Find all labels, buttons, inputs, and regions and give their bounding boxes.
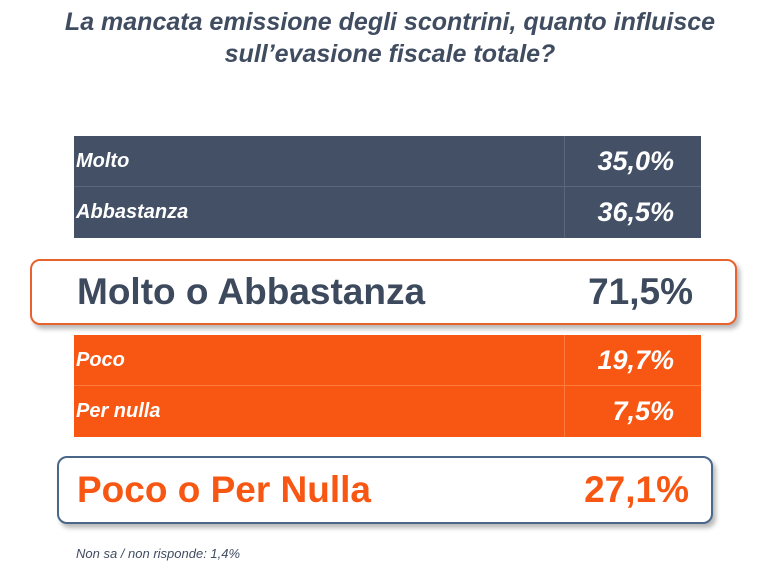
table-row-molto: Molto 35,0% bbox=[74, 136, 701, 187]
row-value: 35,0% bbox=[597, 146, 674, 176]
group-low-table: Poco 19,7% Per nulla 7,5% bbox=[74, 335, 701, 437]
summary-value: 71,5% bbox=[588, 271, 693, 312]
summary-molto-o-abbastanza: Molto o Abbastanza 71,5% bbox=[30, 259, 737, 325]
summary-label: Molto o Abbastanza bbox=[77, 271, 426, 312]
table-row-per-nulla: Per nulla 7,5% bbox=[74, 386, 701, 437]
summary-poco-o-per-nulla: Poco o Per Nulla 27,1% bbox=[57, 456, 713, 524]
row-label: Molto bbox=[76, 150, 130, 172]
chart-title: La mancata emissione degli scontrini, qu… bbox=[64, 8, 716, 68]
group-high-table: Molto 35,0% Abbastanza 36,5% bbox=[74, 136, 701, 238]
row-value: 19,7% bbox=[597, 345, 674, 375]
table-row-poco: Poco 19,7% bbox=[74, 335, 701, 386]
table-row-abbastanza: Abbastanza 36,5% bbox=[74, 187, 701, 238]
summary-label: Poco o Per Nulla bbox=[77, 469, 372, 510]
row-label: Abbastanza bbox=[76, 201, 189, 223]
row-label: Poco bbox=[76, 349, 125, 371]
column-divider bbox=[564, 335, 565, 386]
column-divider bbox=[564, 187, 565, 238]
footnote-non-sa: Non sa / non risponde: 1,4% bbox=[76, 546, 241, 561]
column-divider bbox=[564, 136, 565, 187]
column-divider bbox=[564, 386, 565, 437]
summary-value: 27,1% bbox=[584, 469, 689, 510]
row-label: Per nulla bbox=[76, 400, 161, 422]
row-value: 36,5% bbox=[597, 197, 674, 227]
row-value: 7,5% bbox=[612, 396, 674, 426]
